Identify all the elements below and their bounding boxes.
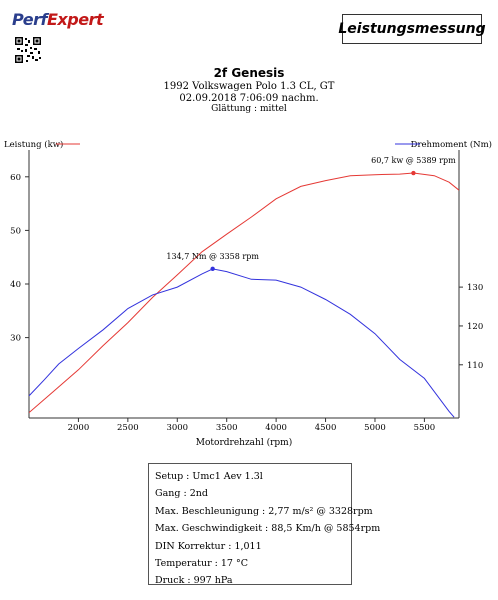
x-tick-label: 5500 [414, 423, 436, 433]
x-axis-label: Motordrehzahl (rpm) [196, 437, 292, 448]
torque-line [29, 268, 455, 418]
info-max-acceleration: Max. Beschleunigung : 2,77 m/s² @ 3328rp… [155, 505, 373, 517]
y-left-tick-label: 60 [10, 173, 21, 183]
x-tick-label: 2000 [68, 423, 90, 433]
logo-text-perf: Perf [12, 10, 48, 29]
y-left-tick-label: 50 [10, 226, 21, 236]
logo-text-expert: Expert [47, 10, 104, 29]
info-setup: Setup : Umc1 Aev 1.3l [155, 471, 263, 482]
dyno-name: 2f Genesis [213, 66, 285, 80]
power-line [29, 172, 459, 413]
measurement-datetime: 02.09.2018 7:06:09 nachm. [179, 93, 319, 104]
power-max-annotation-point [411, 170, 416, 176]
y-left-tick-label: 30 [10, 334, 21, 344]
y-right-tick-label: 120 [467, 322, 483, 332]
y-left-tick-label: 40 [10, 280, 21, 290]
y-right-tick-label: 110 [467, 361, 483, 371]
qr-code-icon [14, 36, 42, 64]
power-max-annotation-label: 60,7 kw @ 5389 rpm [371, 156, 456, 165]
y-right-tick-label: 130 [467, 283, 483, 293]
x-tick-label: 3500 [216, 423, 238, 433]
smoothing-info: Glättung : mittel [211, 104, 287, 114]
title-box: Leistungsmessung [338, 14, 486, 44]
info-din-correction: DIN Korrektur : 1,011 [155, 540, 262, 552]
info-gear: Gang : 2nd [155, 488, 208, 500]
x-tick-label: 4500 [315, 423, 337, 433]
perfexpert-logo: PerfExpert [12, 10, 104, 29]
torque-max-annotation-label: 134,7 Nm @ 3358 rpm [166, 252, 259, 261]
info-max-speed: Max. Geschwindigkeit : 88,5 Km/h @ 5854r… [155, 523, 381, 535]
legend-torque-label: Drehmoment (Nm) [411, 139, 492, 150]
vehicle-info: 1992 Volkswagen Polo 1.3 CL, GT [163, 81, 335, 92]
legend-power-label: Leistung (kw) [4, 139, 63, 150]
torque-max-annotation-point [210, 266, 215, 272]
info-pressure: Druck : 997 hPa [155, 575, 233, 587]
info-temperature: Temperatur : 17 °C [155, 558, 248, 570]
x-tick-label: 2500 [117, 423, 139, 433]
info-box: Setup : Umc1 Aev 1.3l Gang : 2nd Max. Be… [148, 463, 381, 586]
dyno-chart: 2000 2500 3000 3500 4000 4500 5000 5500 30 40 50 60… [4, 139, 492, 448]
x-tick-label: 4000 [265, 423, 287, 433]
x-tick-label: 3000 [166, 423, 188, 433]
x-tick-label: 5000 [364, 423, 386, 433]
